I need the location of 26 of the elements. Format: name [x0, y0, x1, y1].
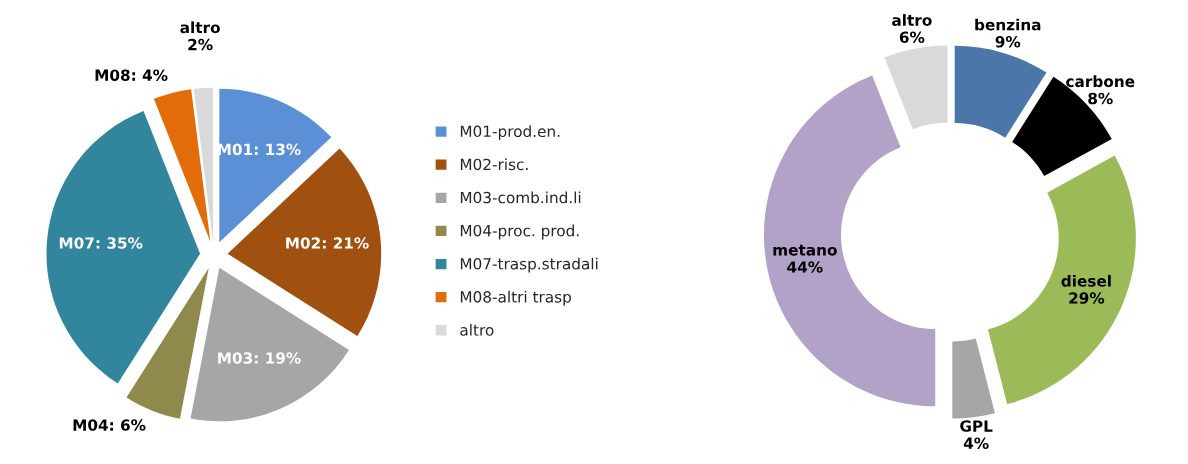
- data-label: M07: 35%: [59, 237, 143, 249]
- slice-label: metano: [773, 244, 837, 256]
- data-label: 6%: [899, 31, 925, 44]
- data-label: 9%: [995, 36, 1021, 48]
- data-label: M03: 19%: [218, 352, 301, 364]
- slice-label: carbone: [1066, 75, 1135, 88]
- legend-label: M08-altri trasp: [460, 290, 571, 306]
- data-label: altro 2%: [180, 21, 220, 51]
- legend-label: M07-trasp.stradali: [460, 257, 598, 273]
- legend-label: M02-risc.: [460, 158, 528, 171]
- data-label: M02: 21%: [286, 237, 369, 249]
- slice-label: altro: [892, 14, 932, 26]
- legend-label: M04-proc. prod.: [460, 224, 579, 240]
- data-label: M01: 13%: [218, 143, 301, 156]
- data-label: 8%: [1088, 92, 1113, 105]
- data-label: 29%: [1069, 292, 1105, 304]
- legend-label: altro: [460, 323, 494, 336]
- legend-label: M03-comb.ind.li: [460, 191, 581, 204]
- legend-label: M01-prod.en.: [460, 125, 560, 141]
- slice-label: GPL: [960, 420, 993, 432]
- data-label: 4%: [963, 437, 989, 449]
- data-label: M04: 6%: [73, 419, 146, 431]
- slice-label: benzina: [975, 18, 1041, 31]
- data-label: M08: 4%: [95, 69, 168, 81]
- data-label: 44%: [787, 261, 823, 273]
- slice-label: diesel: [1061, 274, 1111, 287]
